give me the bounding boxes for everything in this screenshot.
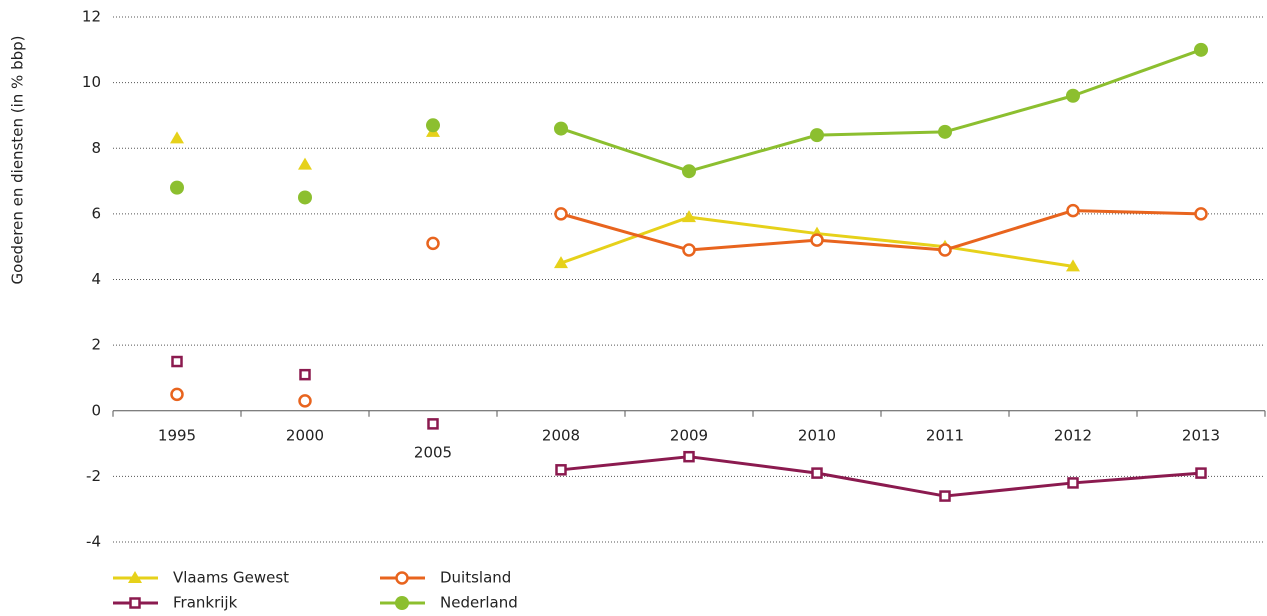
marker bbox=[938, 124, 952, 139]
marker bbox=[811, 467, 823, 479]
line-segment bbox=[560, 212, 690, 252]
line-segment bbox=[688, 455, 818, 475]
x-tick-label: 2005 bbox=[414, 443, 452, 461]
marker bbox=[1067, 477, 1079, 489]
legend-label: Frankrijk bbox=[173, 594, 238, 612]
marker bbox=[554, 256, 568, 269]
y-tick-label: -4 bbox=[86, 533, 101, 551]
marker bbox=[682, 243, 696, 257]
marker bbox=[1194, 42, 1208, 57]
marker bbox=[1066, 88, 1080, 103]
line-segment bbox=[1072, 471, 1202, 485]
line-segment bbox=[1072, 48, 1202, 98]
marker bbox=[810, 128, 824, 143]
marker bbox=[682, 210, 696, 223]
x-tick-label: 2000 bbox=[286, 426, 324, 444]
marker bbox=[298, 394, 312, 408]
marker bbox=[1066, 203, 1080, 218]
line-segment bbox=[944, 209, 1074, 252]
legend-marker bbox=[129, 597, 141, 609]
marker bbox=[299, 368, 311, 381]
y-tick-label: -2 bbox=[86, 467, 101, 485]
legend-marker bbox=[128, 571, 142, 583]
y-axis-label: Goederen en diensten (in % bbp) bbox=[9, 36, 27, 285]
x-tick-label: 2011 bbox=[926, 426, 964, 444]
marker bbox=[427, 418, 439, 430]
legend-label: Nederland bbox=[440, 594, 518, 612]
line-segment bbox=[816, 238, 946, 252]
marker bbox=[554, 207, 568, 221]
line-segment bbox=[816, 130, 946, 137]
marker bbox=[810, 233, 824, 247]
marker bbox=[683, 450, 695, 463]
line-segment bbox=[560, 215, 690, 265]
line-segment bbox=[688, 133, 818, 173]
marker bbox=[171, 355, 183, 368]
y-tick-label: 8 bbox=[91, 139, 101, 157]
line-segment bbox=[816, 471, 946, 498]
marker bbox=[170, 387, 184, 402]
line-segment bbox=[1072, 209, 1202, 216]
y-tick-label: 2 bbox=[91, 336, 101, 354]
x-tick-label: 2008 bbox=[542, 426, 580, 444]
marker bbox=[426, 236, 440, 251]
x-tick-label: 2013 bbox=[1182, 426, 1220, 444]
line-segment bbox=[944, 94, 1074, 134]
x-tick-label: 2010 bbox=[798, 426, 836, 444]
x-tick-label: 1995 bbox=[158, 426, 196, 444]
marker bbox=[682, 164, 696, 179]
line-segment bbox=[944, 481, 1074, 498]
marker bbox=[938, 243, 952, 257]
marker bbox=[1195, 467, 1207, 479]
x-tick-label: 2012 bbox=[1054, 426, 1092, 444]
marker bbox=[426, 118, 440, 133]
legend-marker bbox=[395, 596, 409, 610]
y-tick-label: 6 bbox=[91, 204, 101, 222]
x-tick-label: 2009 bbox=[670, 426, 708, 444]
y-tick-label: 12 bbox=[82, 8, 101, 26]
line-segment bbox=[944, 245, 1074, 268]
y-tick-label: 10 bbox=[82, 73, 101, 91]
marker bbox=[1066, 259, 1080, 272]
legend-label: Duitsland bbox=[440, 569, 511, 587]
legend-label: Vlaams Gewest bbox=[173, 569, 289, 587]
marker bbox=[1194, 207, 1208, 221]
marker bbox=[170, 131, 184, 144]
line-segment bbox=[560, 455, 690, 472]
line-segment bbox=[688, 238, 818, 252]
marker bbox=[170, 180, 184, 195]
y-tick-label: 0 bbox=[91, 401, 101, 419]
marker bbox=[298, 157, 312, 170]
marker bbox=[554, 121, 568, 136]
marker bbox=[555, 464, 567, 476]
marker bbox=[298, 190, 312, 205]
marker bbox=[939, 490, 951, 502]
legend-marker bbox=[395, 571, 409, 585]
line-segment bbox=[816, 232, 946, 249]
line-segment bbox=[560, 127, 690, 173]
line-segment bbox=[688, 215, 818, 236]
y-tick-label: 4 bbox=[91, 270, 101, 288]
